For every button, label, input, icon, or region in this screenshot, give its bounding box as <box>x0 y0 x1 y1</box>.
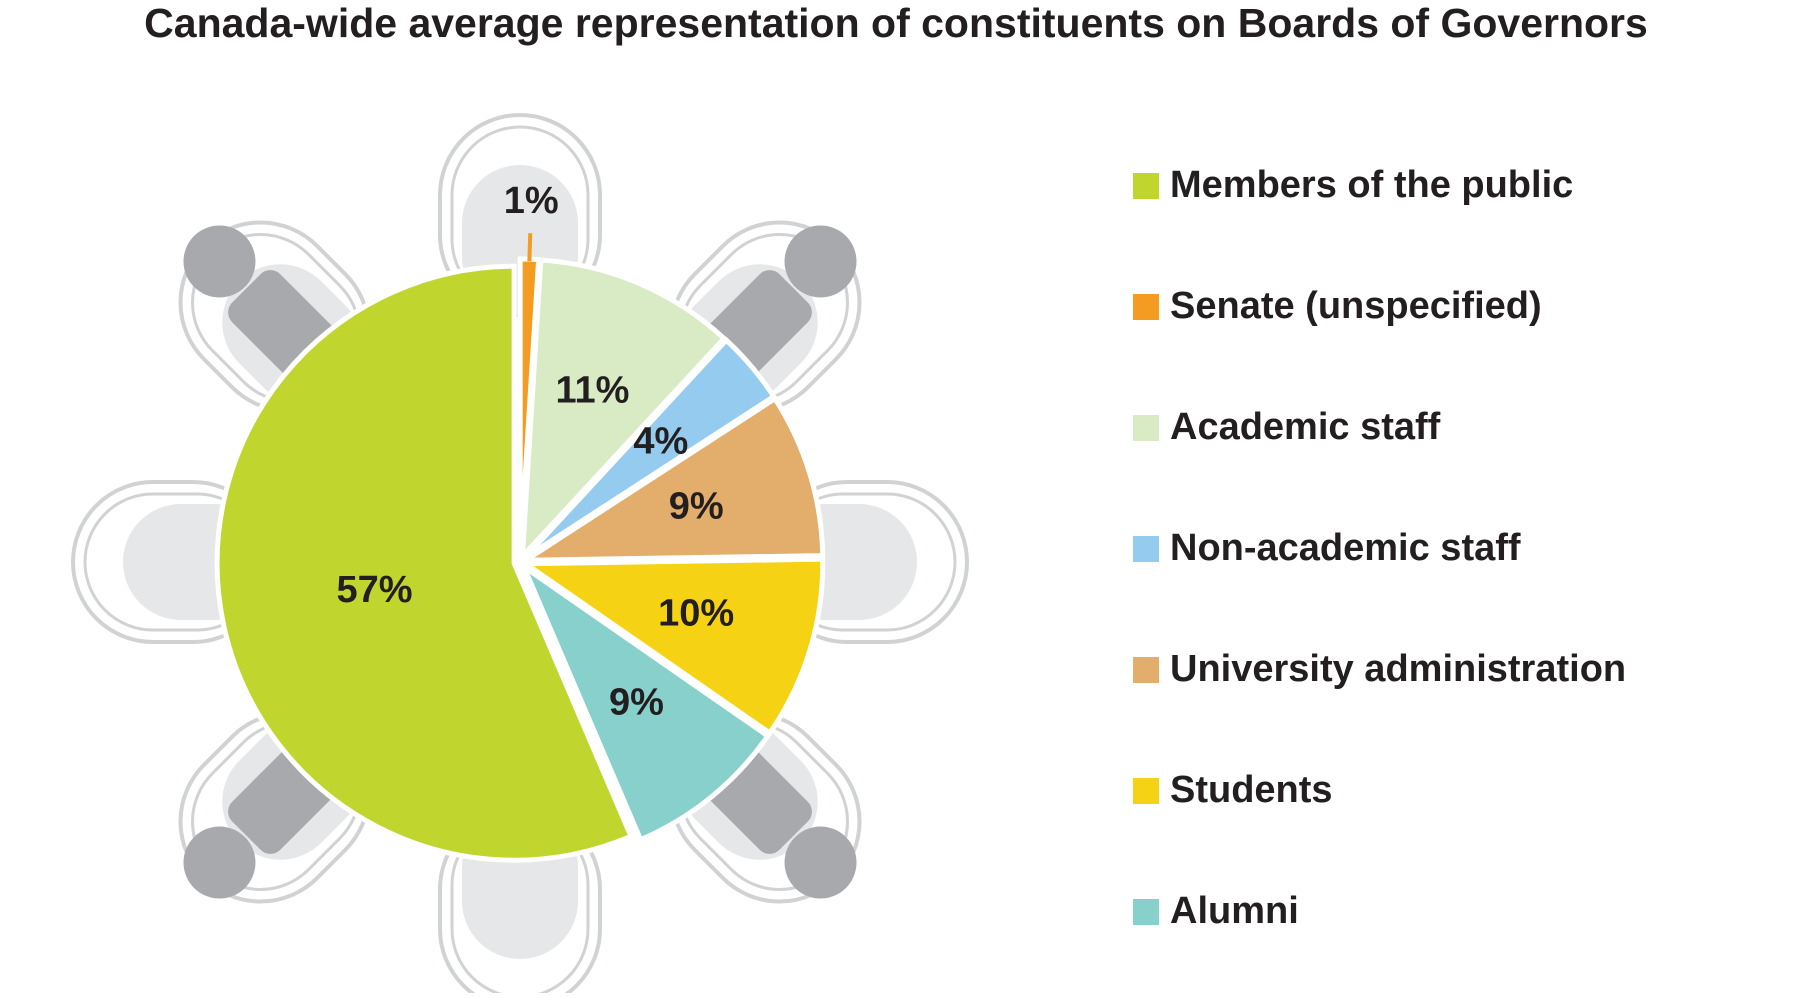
pie-slice <box>517 556 826 737</box>
legend: Members of the public Senate (unspecified… <box>1133 164 1626 932</box>
legend-label: University administration <box>1170 648 1626 690</box>
legend-swatch <box>1133 536 1159 562</box>
legend-label: Alumni <box>1170 890 1299 932</box>
legend-swatch <box>1133 899 1159 925</box>
data-label: 1% <box>504 180 559 222</box>
legend-label: Senate (unspecified) <box>1170 285 1542 327</box>
legend-swatch <box>1133 778 1159 804</box>
pie: 1% 11%4% 9% 10% 9% 57% <box>214 180 826 863</box>
data-label: 4% <box>633 420 688 462</box>
data-label: 9% <box>669 485 724 527</box>
legend-swatch <box>1133 173 1159 199</box>
pie-slice <box>519 257 728 564</box>
data-label: 9% <box>609 682 664 724</box>
person-head <box>183 225 256 298</box>
legend-label: Non-academic staff <box>1170 527 1521 569</box>
person-head <box>784 826 857 899</box>
pie-slice <box>214 263 635 863</box>
legend-swatch <box>1133 415 1159 441</box>
pie-slice <box>517 395 826 563</box>
data-label: 11% <box>555 370 629 412</box>
person-head <box>183 826 256 899</box>
legend-label: Students <box>1170 769 1333 811</box>
data-label: 10% <box>658 593 734 635</box>
legend-label: Academic staff <box>1170 406 1441 448</box>
person-head <box>784 225 857 298</box>
legend-swatch <box>1133 294 1159 320</box>
leader-line <box>527 233 533 262</box>
chart-title: Canada-wide average representation of co… <box>144 0 1648 46</box>
pie-slice <box>518 559 772 843</box>
legend-swatch <box>1133 657 1159 683</box>
legend-label: Members of the public <box>1170 164 1573 206</box>
data-label: 57% <box>336 569 412 611</box>
